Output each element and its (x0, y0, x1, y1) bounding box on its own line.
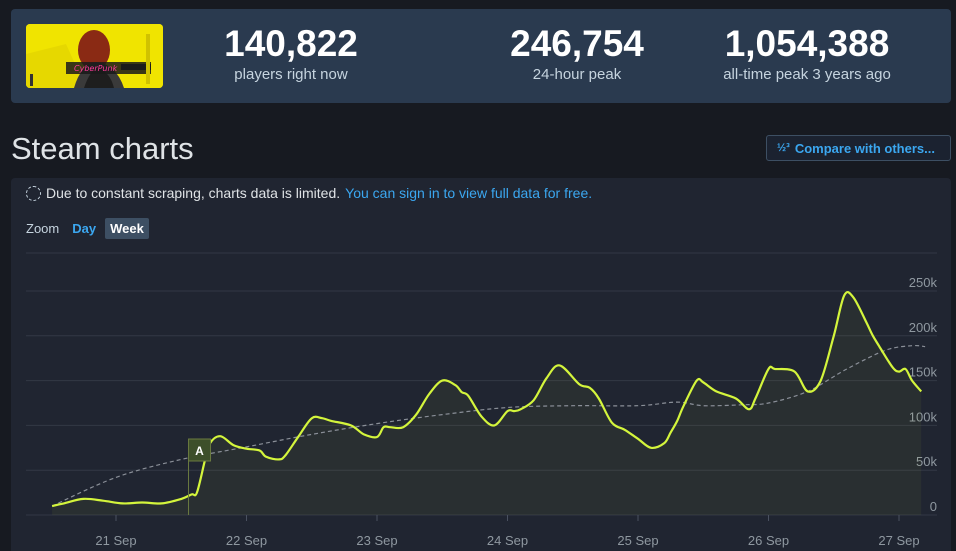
x-tick-label: 23 Sep (356, 533, 397, 548)
stat-24h-peak: 246,754 24-hour peak (467, 23, 687, 85)
x-tick-label: 26 Sep (748, 533, 789, 548)
x-tick-label: 24 Sep (487, 533, 528, 548)
peak-24h-value: 246,754 (510, 23, 644, 64)
chart-panel: Due to constant scraping, charts data is… (11, 178, 951, 551)
series-line (51, 290, 923, 508)
x-tick-label: 27 Sep (878, 533, 919, 548)
y-tick-label: 0 (930, 499, 937, 514)
stats-bar: CyberPunk 140,822 players right now 246,… (11, 9, 951, 103)
loading-spinner-icon (26, 185, 41, 201)
svg-text:CyberPunk: CyberPunk (74, 64, 118, 73)
y-tick-label: 100k (909, 409, 938, 424)
x-tick-label: 22 Sep (226, 533, 267, 548)
player-count-chart[interactable]: 0 50k 100k 150k 200k 250k 21 Sep 22 Sep 23 Sep 24… (11, 178, 951, 551)
data-limit-notice: Due to constant scraping, charts data is… (26, 185, 592, 201)
zoom-controls: Zoom Day Week (26, 218, 153, 239)
annotation-flag (188, 438, 212, 462)
y-tick-label: 250k (909, 275, 938, 290)
y-tick-label: 200k (909, 320, 938, 335)
compare-button-label: Compare with others... (794, 140, 935, 156)
cyberpunk-logo: CyberPunk (26, 24, 163, 88)
zoom-week-button[interactable]: Week (105, 218, 149, 239)
game-thumbnail[interactable]: CyberPunk (26, 24, 163, 88)
current-players-value: 140,822 (224, 23, 358, 64)
current-players-label: players right now (234, 66, 348, 83)
zoom-label: Zoom (26, 221, 60, 236)
sign-in-link[interactable]: You can sign in to view full data for fr… (345, 185, 593, 201)
y-tick-label: 150k (909, 365, 938, 380)
x-tick-label: 25 Sep (617, 533, 658, 548)
peak-24h-label: 24-hour peak (532, 66, 622, 83)
page-title: Steam charts (11, 131, 194, 166)
series-area (52, 292, 922, 515)
stat-current-players: 140,822 players right now (181, 23, 401, 85)
fraction-icon: ½³ (777, 142, 790, 154)
zoom-day-button[interactable]: Day (72, 221, 97, 236)
x-tick-label: 21 Sep (95, 533, 136, 548)
stat-all-time-peak: 1,054,388 all-time peak 3 years ago (697, 23, 917, 85)
all-time-peak-label: all-time peak 3 years ago (723, 66, 891, 83)
notice-text: Due to constant scraping, charts data is… (46, 185, 341, 201)
compare-button[interactable]: ½³ Compare with others... (766, 135, 951, 161)
trend-line (51, 344, 926, 507)
annotation-label: A (195, 444, 204, 458)
all-time-peak-value: 1,054,388 (724, 23, 890, 64)
y-tick-label: 50k (916, 454, 937, 469)
